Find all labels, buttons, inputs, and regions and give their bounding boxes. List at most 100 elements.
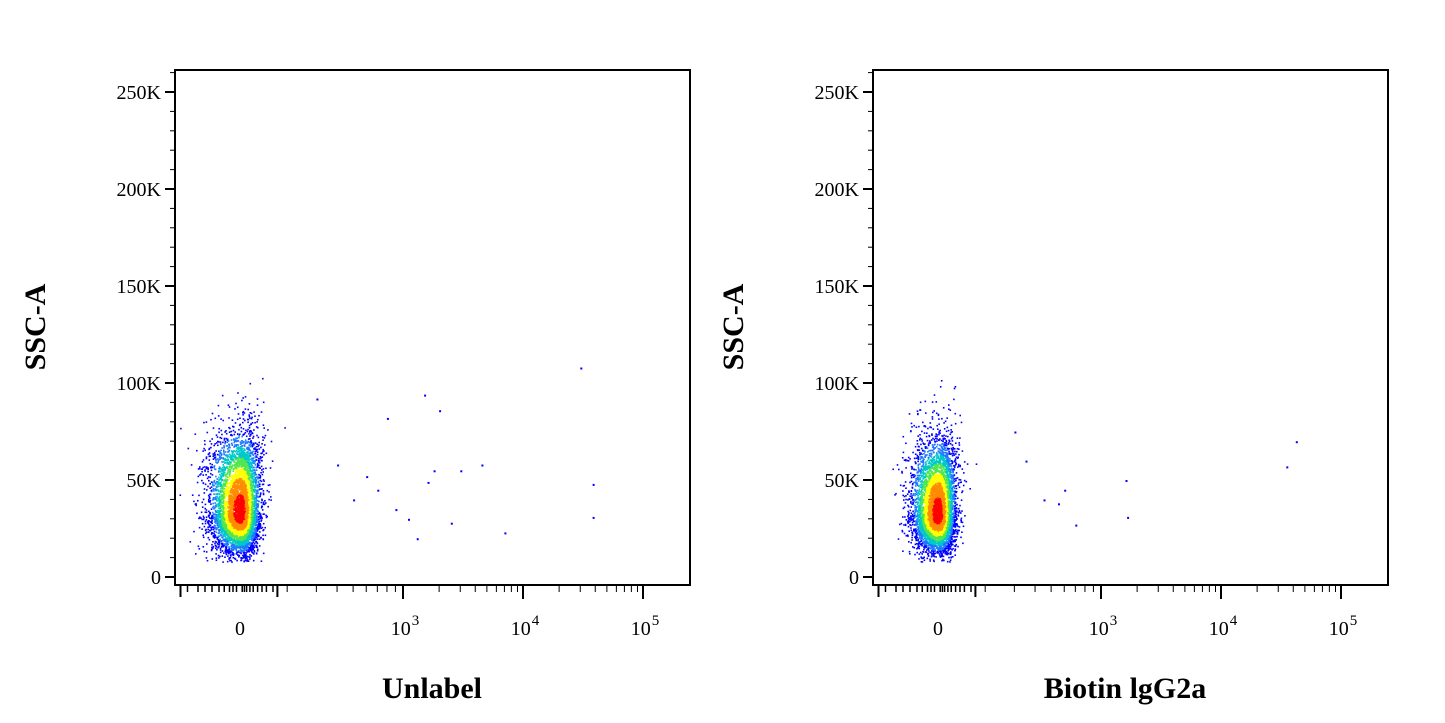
event-dot [240, 541, 242, 544]
event-dot [208, 499, 210, 501]
event-dot [254, 491, 256, 493]
event-dot [244, 419, 246, 422]
event-dot [228, 453, 231, 456]
event-dot [239, 460, 241, 463]
event-dot [216, 478, 218, 480]
event-dot [227, 507, 230, 509]
event-dot [219, 482, 222, 484]
event-dot [254, 516, 257, 519]
event-dot [207, 494, 210, 497]
event-dot [232, 510, 234, 512]
event-dot [248, 455, 250, 458]
event-dot [223, 545, 225, 547]
event-dot [205, 532, 207, 535]
event-dot [243, 468, 245, 470]
event-dot [235, 449, 238, 452]
event-dot [245, 457, 248, 460]
event-dot [222, 511, 224, 513]
event-dot [220, 498, 222, 500]
event-dot [240, 461, 243, 464]
event-dot [227, 479, 229, 481]
event-dot [248, 414, 250, 416]
event-dot [222, 419, 224, 422]
event-dot [254, 538, 257, 540]
event-dot [230, 542, 233, 545]
event-dot [205, 531, 208, 533]
event-dot [217, 415, 220, 417]
event-dot [261, 498, 263, 501]
event-dot [254, 447, 256, 449]
event-dot [247, 474, 249, 476]
event-dot [211, 511, 214, 514]
event-dot [227, 496, 229, 498]
event-dot [219, 485, 222, 488]
event-dot [241, 461, 244, 464]
event-dot [251, 465, 253, 467]
event-dot [218, 454, 220, 456]
event-dot [217, 471, 220, 473]
event-dot [193, 530, 195, 533]
event-dot [194, 433, 197, 435]
event-dot [206, 477, 209, 480]
event-dot [233, 537, 235, 539]
event-dot [245, 549, 248, 552]
event-dot [216, 496, 219, 498]
event-dot [246, 551, 249, 553]
event-dot [234, 461, 236, 463]
event-dot [227, 454, 229, 456]
event-dot [243, 474, 245, 476]
event-dot [252, 473, 255, 475]
event-dot [228, 532, 231, 535]
event-dot [238, 482, 240, 484]
event-dot [242, 442, 244, 444]
event-dot [254, 450, 257, 453]
event-dot [229, 490, 232, 492]
event-dot [247, 545, 249, 548]
event-dot [211, 548, 214, 550]
event-dot [252, 491, 254, 493]
event-dot [230, 545, 233, 548]
event-dot [232, 468, 235, 470]
event-dot [222, 512, 224, 515]
event-dot [239, 499, 241, 502]
event-dot [240, 466, 242, 468]
event-dot [218, 515, 221, 517]
event-dot [219, 501, 221, 503]
event-dot [208, 515, 210, 518]
event-dot [212, 502, 214, 505]
event-dot [251, 416, 253, 419]
event-dot [230, 517, 232, 519]
event-dot [208, 520, 210, 522]
event-dot [201, 522, 204, 525]
event-dot [238, 499, 240, 502]
event-dot [237, 500, 240, 503]
event-dot [201, 468, 203, 470]
event-dot [220, 456, 222, 459]
event-dot [204, 443, 206, 446]
event-dot [257, 436, 260, 439]
event-dot [256, 509, 259, 511]
event-dot [201, 518, 203, 521]
event-dot [256, 489, 259, 492]
event-dot [218, 544, 221, 546]
event-dot [254, 532, 256, 535]
event-dot [232, 425, 234, 428]
event-dot [258, 441, 260, 444]
event-dot [221, 510, 224, 512]
event-dot [225, 504, 227, 507]
event-dot [241, 399, 243, 402]
event-dot [236, 504, 238, 507]
event-dot [232, 475, 235, 478]
event-dot [234, 545, 236, 547]
event-dot [209, 493, 212, 496]
event-dot [238, 544, 241, 547]
event-dot [215, 517, 217, 519]
event-dot [213, 451, 216, 454]
event-dot [261, 526, 264, 529]
event-dot [252, 500, 255, 503]
event-dot [215, 531, 218, 534]
event-dot [220, 527, 222, 530]
event-dot [252, 516, 255, 519]
event-dot [236, 437, 238, 439]
event-dot [238, 453, 241, 456]
